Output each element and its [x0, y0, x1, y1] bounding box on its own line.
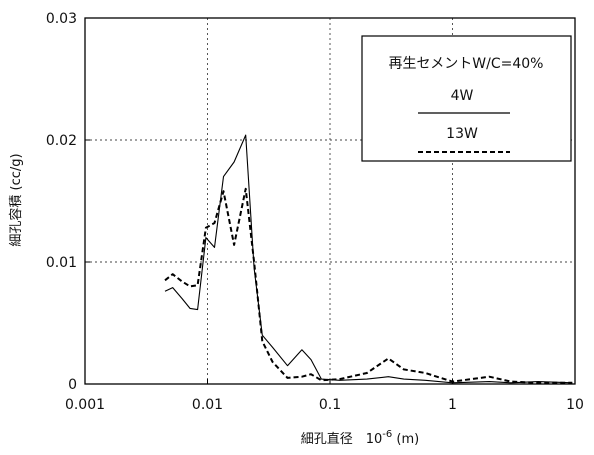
x-axis-label-unit: (m): [392, 432, 419, 447]
y-tick-label: 0.02: [46, 133, 77, 149]
series-lines: [164, 134, 573, 384]
legend: 再生セメントW/C=40% 4W 13W: [361, 35, 572, 162]
x-axis-label-exponent: -6: [382, 429, 392, 440]
x-axis-label: 細孔直径 10-6 (m): [301, 429, 419, 447]
y-axis-label: 細孔容積 (cc/g): [8, 153, 24, 246]
x-tick-label: 1: [448, 397, 457, 413]
legend-label-4w: 4W: [451, 88, 474, 104]
x-tick-label: 0.001: [65, 397, 105, 413]
x-tick-label: 10: [566, 397, 584, 413]
series-line-4w: [164, 134, 573, 384]
y-tick-label: 0.01: [46, 255, 77, 271]
x-tick-label: 0.01: [192, 397, 223, 413]
y-tick-label: 0.03: [46, 11, 77, 27]
x-axis-label-main: 細孔直径 10: [301, 432, 383, 447]
legend-title: 再生セメントW/C=40%: [389, 56, 544, 72]
x-tick-label: 0.1: [319, 397, 341, 413]
series-line-13w: [164, 187, 573, 384]
legend-label-13w: 13W: [446, 126, 478, 142]
y-tick-label: 0: [68, 377, 77, 393]
legend-box: [361, 35, 572, 162]
tick-labels: 0.001 0.01 0.1 1 10 0 0.01 0.02 0.03: [46, 11, 584, 413]
